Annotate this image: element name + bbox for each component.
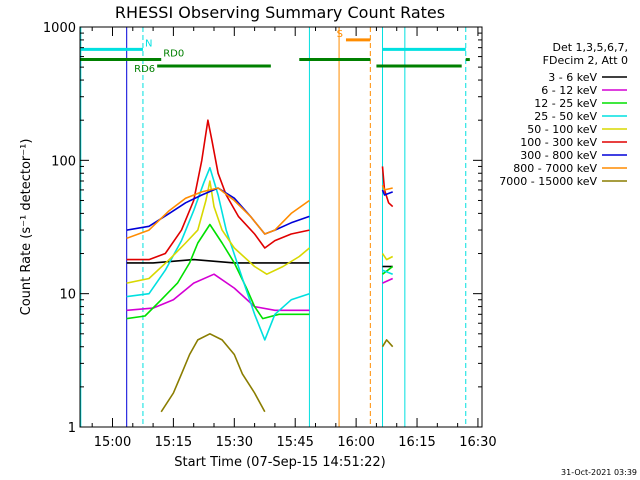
series-6-segment-0 — [126, 187, 310, 235]
series-5 — [126, 119, 394, 261]
series-4 — [126, 180, 394, 284]
series-2-segment-1 — [382, 265, 394, 275]
axes-layer: 1 10 100 1000 15:00 15:15 15:30 15:45 16:00 16:15… — [43, 21, 497, 450]
y-tick-label: 1000 — [43, 21, 76, 36]
series-1-segment-1 — [382, 277, 394, 284]
legend-label-0: 3 - 6 keV — [548, 71, 597, 84]
series-6 — [126, 187, 393, 235]
series-0 — [126, 258, 393, 268]
series-8-segment-1 — [381, 339, 394, 348]
legend-label-3: 25 - 50 keV — [534, 110, 597, 123]
series-6-segment-1 — [381, 189, 393, 196]
y-tick-label: 10 — [59, 288, 76, 303]
legend-label-8: 7000 - 15000 keV — [499, 175, 597, 188]
y-tick-label: 100 — [51, 154, 76, 169]
x-tick-label: 15:30 — [216, 435, 253, 450]
x-tick-label: 16:00 — [337, 435, 374, 450]
series-7-segment-0 — [126, 187, 310, 240]
bar-label-rd0: RD0 — [163, 49, 184, 60]
series-7 — [126, 184, 393, 240]
x-tick-label: 15:15 — [155, 435, 192, 450]
series-5-segment-1 — [381, 166, 394, 208]
legend-label-4: 50 - 100 keV — [527, 123, 597, 136]
legend-header-line-2: FDecim 2, Att 0 — [543, 54, 628, 67]
bar-label-n: N — [145, 38, 152, 49]
series-4-segment-0 — [126, 180, 310, 284]
timestamp: 31-Oct-2021 03:39 — [561, 468, 637, 477]
x-tick-label: 16:30 — [459, 435, 496, 450]
chart-title: RHESSI Observing Summary Count Rates — [115, 3, 445, 22]
annotation-layer: N S RD0 RD6 — [80, 27, 470, 427]
legend: Det 1,3,5,6,7, FDecim 2, Att 0 3 - 6 keV… — [499, 41, 628, 188]
y-axis-label: Count Rate (s⁻¹ detector⁻¹) — [19, 139, 34, 316]
x-tick-label: 16:15 — [398, 435, 435, 450]
x-tick-label: 15:45 — [276, 435, 313, 450]
series-4-segment-1 — [381, 253, 394, 261]
x-tick-label: 15:00 — [94, 435, 131, 450]
legend-label-6: 300 - 800 keV — [520, 149, 597, 162]
series-layer — [126, 119, 394, 413]
bar-label-rd6: RD6 — [134, 64, 155, 75]
series-7-segment-1 — [381, 184, 393, 191]
legend-label-1: 6 - 12 keV — [541, 84, 597, 97]
series-5-segment-0 — [126, 119, 310, 261]
bar-label-s: S — [337, 29, 343, 40]
series-8 — [160, 332, 394, 413]
series-8-segment-0 — [160, 332, 266, 413]
legend-label-7: 800 - 7000 keV — [513, 162, 597, 175]
legend-header-line-1: Det 1,3,5,6,7, — [552, 41, 628, 54]
legend-label-2: 12 - 25 keV — [534, 97, 597, 110]
series-3-segment-0 — [126, 166, 310, 341]
y-tick-label: 1 — [68, 421, 76, 436]
series-1 — [126, 273, 394, 312]
series-3-segment-1 — [382, 269, 393, 275]
plot-frame — [79, 26, 483, 428]
x-axis-label: Start Time (07-Sep-15 14:51:22) — [174, 455, 385, 470]
series-1-segment-0 — [126, 273, 310, 312]
series-3 — [126, 166, 393, 341]
series-0-segment-0 — [126, 258, 310, 264]
legend-label-5: 100 - 300 keV — [520, 136, 597, 149]
